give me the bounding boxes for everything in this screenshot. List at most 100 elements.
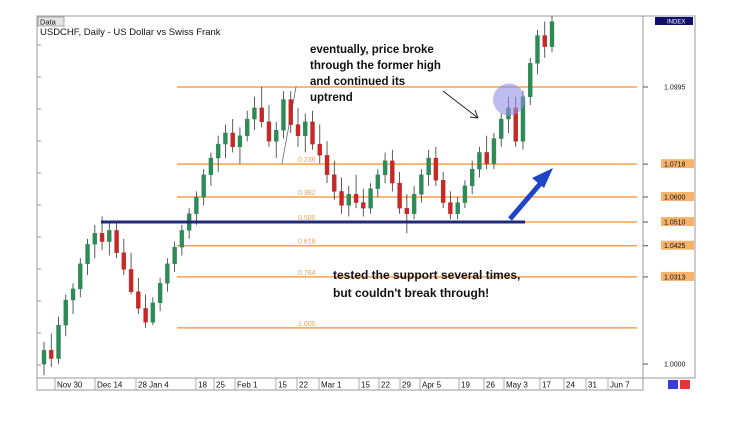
date-label: 15: [361, 381, 370, 390]
candle-body: [179, 230, 185, 248]
top-annotation-line-2: through the former high: [310, 60, 441, 72]
date-label: 24: [566, 381, 575, 390]
price-label-box: [661, 217, 694, 227]
price-label: 1.0995: [664, 85, 686, 92]
candle-body: [56, 324, 61, 359]
candle-body: [237, 135, 243, 148]
fib-anchor-line: [281, 86, 297, 164]
fib-ratio-label: 0.618: [298, 239, 316, 246]
price-label: 1.0425: [664, 243, 686, 250]
candle-body: [499, 118, 504, 139]
date-axis-panel: [36, 377, 644, 391]
overlay-annotations: [101, 83, 553, 224]
price-axis-labels: 1.0995 1.0718 1.0600 1.0510 1.0425 1.0313 1.00…: [643, 82, 694, 369]
price-label: 1.0718: [664, 162, 686, 169]
candle-body: [542, 35, 547, 47]
fib-ratio-label: 0.500: [298, 215, 316, 222]
candle-body: [252, 107, 257, 120]
candle-body: [70, 288, 76, 301]
bottom-annotation-line-1: tested the support several times,: [333, 268, 520, 282]
date-label: Jun 7: [610, 381, 630, 390]
bottom-annotation-line-2: but couldn't break through!: [333, 286, 489, 300]
uptrend-arrow-shaft: [508, 182, 542, 221]
date-label: 26: [486, 381, 495, 390]
candle-body: [295, 124, 301, 136]
candle-body: [549, 21, 555, 47]
index-tab[interactable]: [655, 17, 693, 25]
candle-body: [346, 194, 351, 206]
candle-body: [194, 196, 199, 214]
candle-body: [455, 202, 460, 214]
candle-body: [419, 174, 424, 195]
price-label: 1.0510: [664, 220, 686, 227]
pointer-arrow-line: [442, 90, 479, 119]
date-label: 19: [461, 381, 470, 390]
candle-body: [172, 246, 177, 265]
candle-body: [165, 263, 170, 284]
date-axis-labels: Nov 30 Dec 14 28 Jan 4 18 25 Feb 1 15 22 Mar 1 15…: [54, 378, 630, 390]
candle-body: [230, 132, 235, 148]
candle-body: [274, 129, 279, 142]
candle-body: [245, 118, 250, 136]
candle-body: [143, 308, 148, 323]
candle-body: [397, 182, 402, 209]
candle-body: [368, 188, 373, 209]
candle-body: [448, 202, 453, 214]
candle-body: [332, 174, 337, 192]
zoom-out-icon[interactable]: [680, 380, 690, 389]
candle-body: [404, 207, 410, 214]
candle-body: [114, 230, 119, 253]
pointer-arrow-head: [469, 109, 479, 119]
zoom-in-icon[interactable]: [668, 380, 678, 389]
candle-body: [361, 202, 366, 209]
date-label: Apr 5: [422, 381, 442, 390]
date-label: Mar 1: [321, 381, 342, 390]
candle-body: [433, 157, 439, 181]
date-label: 17: [542, 381, 551, 390]
fib-ratio-label: 0.382: [298, 190, 316, 197]
candle-body: [411, 194, 417, 214]
price-label-box: [661, 159, 694, 169]
date-label: Dec 14: [97, 381, 123, 390]
date-label: 18: [198, 381, 207, 390]
candle-body: [317, 143, 322, 156]
date-label: 15: [278, 381, 287, 390]
candle-body: [49, 349, 54, 359]
candle-body: [121, 252, 127, 270]
candle-body: [99, 232, 105, 242]
candle-body: [462, 185, 468, 203]
candle-body: [288, 99, 293, 125]
breakout-circle: [493, 83, 525, 116]
chart-title: USDCHF, Daily - US Dollar vs Swiss Frank: [40, 27, 221, 38]
candle-body: [477, 152, 482, 170]
date-label: 29: [402, 381, 411, 390]
candle-body: [259, 107, 264, 123]
candle-body: [353, 194, 359, 203]
fib-ratio-label: 0.764: [298, 270, 316, 277]
candle-body: [85, 244, 90, 265]
candle-body: [223, 132, 228, 145]
price-label: 1.0600: [664, 195, 686, 202]
candle-body: [136, 291, 141, 309]
candle-body: [469, 168, 475, 187]
candle-body: [390, 160, 395, 184]
candle-body: [281, 99, 286, 131]
date-label: 28 Jan 4: [138, 381, 169, 390]
left-ticks: [37, 44, 41, 366]
date-label: Feb 1: [237, 381, 258, 390]
top-annotation: eventually, price broke through the form…: [310, 44, 444, 104]
top-annotation-line-1: eventually, price broke: [310, 44, 434, 56]
price-label-box: [661, 82, 694, 92]
data-tab[interactable]: [37, 16, 65, 27]
bottom-annotation: tested the support several times, but co…: [333, 268, 524, 300]
data-tab-label: Data: [40, 18, 57, 27]
candle-body: [208, 157, 214, 175]
candle-body: [157, 283, 163, 304]
candle-body: [107, 230, 112, 242]
top-annotation-line-4: uptrend: [310, 92, 353, 104]
top-annotation-line-3: and continued its: [310, 76, 405, 88]
price-label: 1.0000: [664, 362, 686, 369]
uptrend-arrow-head: [532, 168, 553, 188]
date-label: 25: [216, 381, 225, 390]
